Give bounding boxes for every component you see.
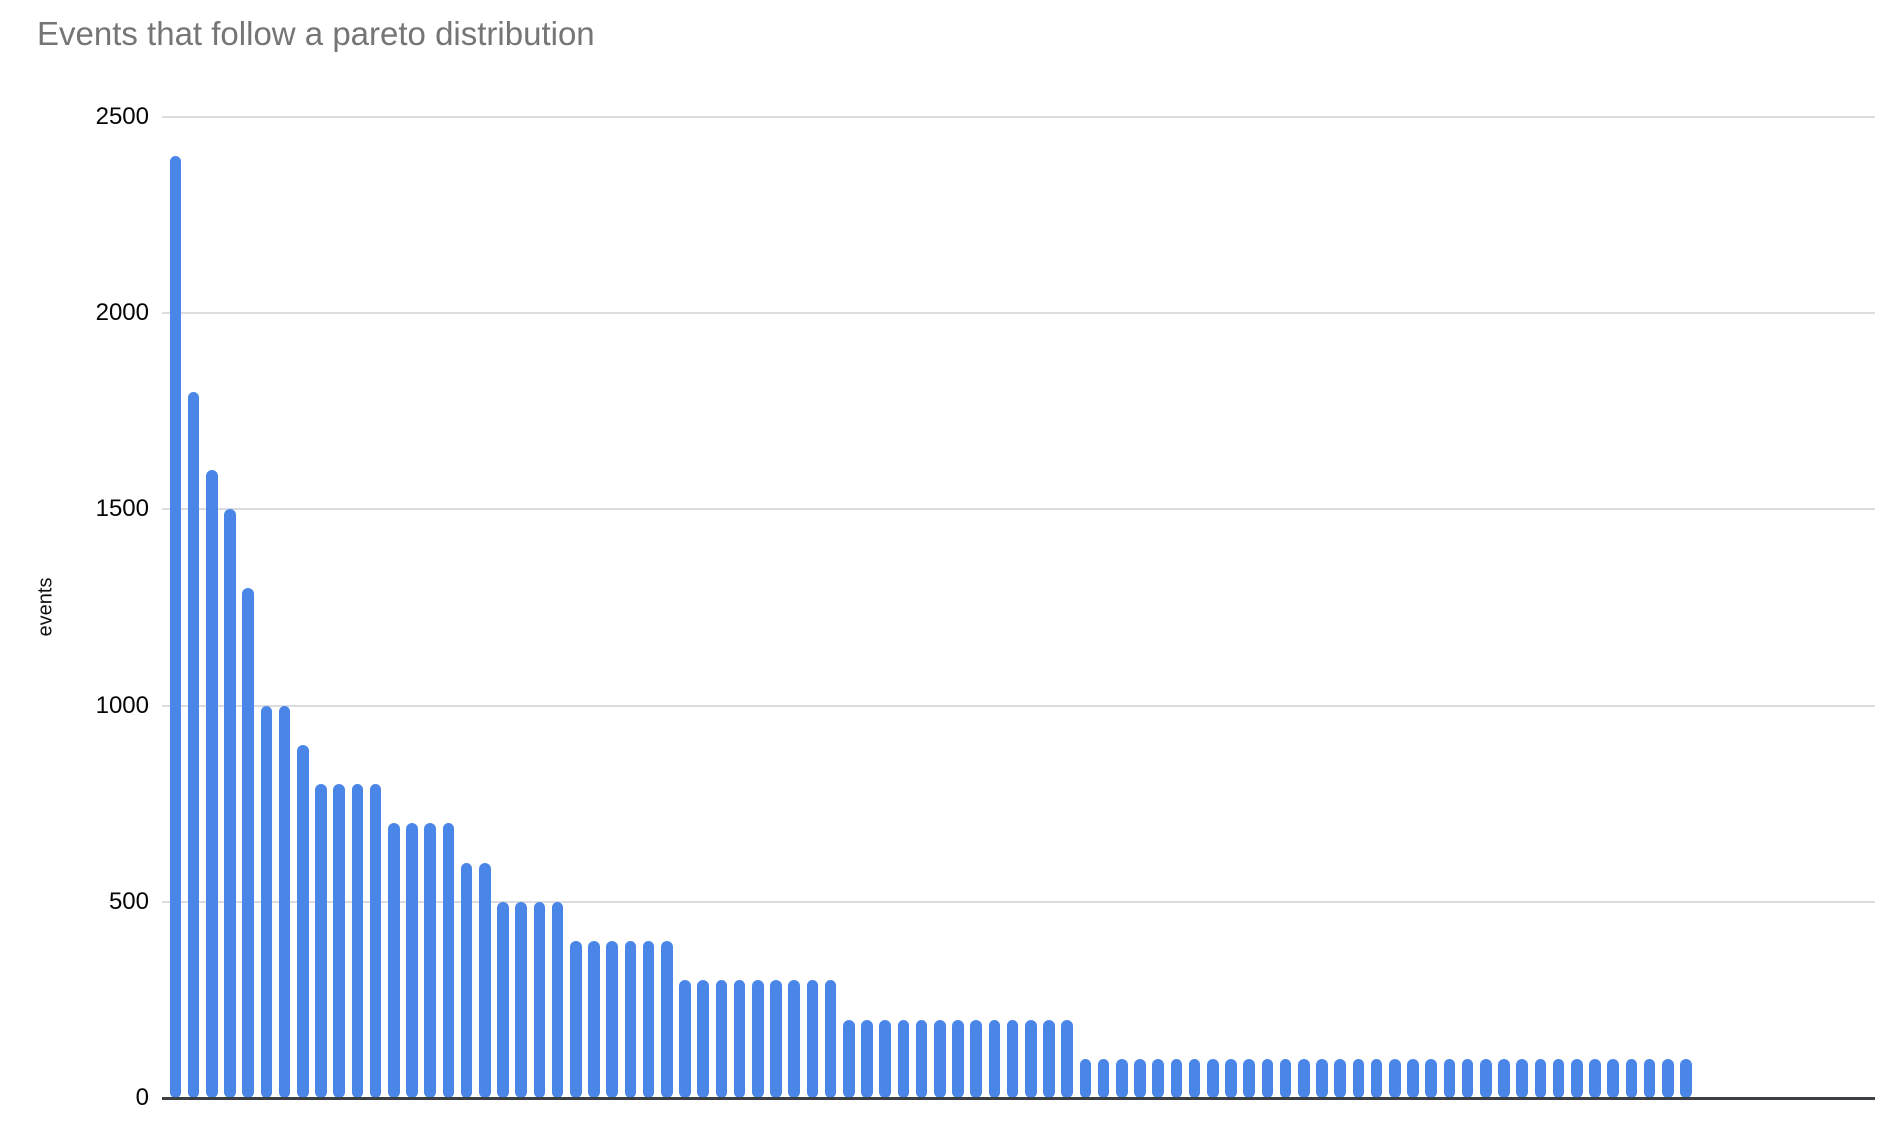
bar-25[interactable] — [606, 941, 619, 1098]
bar-61[interactable] — [1261, 1058, 1274, 1098]
bar-6[interactable] — [260, 705, 273, 1098]
bar-72[interactable] — [1461, 1058, 1474, 1098]
bar-26[interactable] — [624, 941, 637, 1098]
bar-28[interactable] — [660, 941, 673, 1098]
gridline-1500 — [162, 508, 1875, 511]
bar-34[interactable] — [770, 980, 782, 1098]
bar-32[interactable] — [733, 980, 746, 1098]
bar-45[interactable] — [970, 1019, 983, 1098]
bar-80[interactable] — [1607, 1058, 1620, 1098]
bar-16[interactable] — [442, 823, 455, 1098]
bar-15[interactable] — [424, 823, 437, 1098]
bar-51[interactable] — [1079, 1058, 1092, 1098]
bar-35[interactable] — [788, 980, 801, 1098]
bar-60[interactable] — [1243, 1058, 1256, 1098]
bar-44[interactable] — [952, 1019, 964, 1098]
bar-36[interactable] — [806, 980, 819, 1098]
bar-24[interactable] — [588, 941, 600, 1098]
bar-43[interactable] — [933, 1019, 946, 1098]
bar-39[interactable] — [861, 1019, 873, 1098]
bar-62[interactable] — [1279, 1058, 1292, 1098]
bar-66[interactable] — [1352, 1058, 1365, 1098]
bar-29[interactable] — [679, 980, 691, 1098]
bar-69[interactable] — [1407, 1058, 1419, 1098]
bar-1[interactable] — [169, 156, 182, 1098]
bar-75[interactable] — [1516, 1058, 1529, 1098]
bar-18[interactable] — [478, 862, 491, 1098]
bar-30[interactable] — [697, 980, 710, 1098]
bar-65[interactable] — [1334, 1058, 1347, 1098]
bar-47[interactable] — [1006, 1019, 1019, 1098]
bar-67[interactable] — [1370, 1058, 1383, 1098]
bar-59[interactable] — [1225, 1058, 1237, 1098]
bar-5[interactable] — [242, 587, 255, 1098]
bar-2[interactable] — [187, 391, 200, 1098]
bar-41[interactable] — [897, 1019, 910, 1098]
bar-71[interactable] — [1443, 1058, 1456, 1098]
bar-68[interactable] — [1388, 1058, 1401, 1098]
bar-14[interactable] — [406, 823, 418, 1098]
bar-54[interactable] — [1134, 1058, 1146, 1098]
bar-77[interactable] — [1552, 1058, 1565, 1098]
bar-46[interactable] — [988, 1019, 1001, 1098]
bar-31[interactable] — [715, 980, 728, 1098]
y-tick-label-1000: 1000 — [95, 691, 149, 719]
bar-70[interactable] — [1425, 1058, 1438, 1098]
bar-78[interactable] — [1570, 1058, 1583, 1098]
bar-19[interactable] — [497, 901, 509, 1098]
bar-17[interactable] — [460, 862, 473, 1098]
bar-7[interactable] — [278, 705, 291, 1098]
bar-11[interactable] — [351, 784, 364, 1098]
bar-33[interactable] — [751, 980, 764, 1098]
bar-63[interactable] — [1297, 1058, 1310, 1098]
bar-82[interactable] — [1643, 1058, 1656, 1098]
bar-23[interactable] — [569, 941, 582, 1098]
gridline-1000 — [162, 704, 1875, 707]
bar-53[interactable] — [1115, 1058, 1128, 1098]
gridline-2500 — [162, 115, 1875, 118]
bar-49[interactable] — [1043, 1019, 1055, 1098]
x-axis-line — [162, 1097, 1875, 1100]
bar-38[interactable] — [842, 1019, 855, 1098]
bar-42[interactable] — [915, 1019, 928, 1098]
bar-22[interactable] — [551, 901, 564, 1098]
bar-10[interactable] — [333, 784, 346, 1098]
bar-9[interactable] — [315, 784, 327, 1098]
y-tick-label-0: 0 — [135, 1084, 149, 1111]
y-axis-title: events — [34, 577, 57, 637]
y-tick-label-500: 500 — [108, 887, 149, 915]
bar-3[interactable] — [205, 470, 218, 1098]
bar-84[interactable] — [1680, 1058, 1692, 1098]
bar-13[interactable] — [387, 823, 400, 1098]
bar-50[interactable] — [1061, 1019, 1074, 1098]
chart-title: Events that follow a pareto distribution — [37, 15, 595, 52]
y-tick-label-1500: 1500 — [95, 495, 149, 523]
bar-40[interactable] — [879, 1019, 892, 1098]
bar-73[interactable] — [1479, 1058, 1492, 1098]
bar-8[interactable] — [296, 744, 309, 1098]
bar-57[interactable] — [1188, 1058, 1201, 1098]
bar-37[interactable] — [824, 980, 837, 1098]
bar-79[interactable] — [1589, 1058, 1601, 1098]
bar-58[interactable] — [1206, 1058, 1219, 1098]
bar-4[interactable] — [224, 509, 236, 1098]
gridline-2000 — [162, 312, 1875, 315]
bar-76[interactable] — [1534, 1058, 1547, 1098]
bar-74[interactable] — [1498, 1058, 1510, 1098]
bar-20[interactable] — [515, 901, 528, 1098]
bar-27[interactable] — [642, 941, 655, 1098]
bar-55[interactable] — [1152, 1058, 1165, 1098]
bar-56[interactable] — [1170, 1058, 1183, 1098]
gridline-500 — [162, 900, 1875, 903]
bar-81[interactable] — [1625, 1058, 1638, 1098]
bar-52[interactable] — [1097, 1058, 1110, 1098]
bar-83[interactable] — [1661, 1058, 1674, 1098]
bar-21[interactable] — [533, 901, 546, 1098]
y-tick-label-2000: 2000 — [95, 299, 149, 327]
bar-12[interactable] — [369, 784, 382, 1098]
bar-64[interactable] — [1316, 1058, 1328, 1098]
bar-48[interactable] — [1024, 1019, 1037, 1098]
y-tick-label-2500: 2500 — [95, 102, 149, 130]
